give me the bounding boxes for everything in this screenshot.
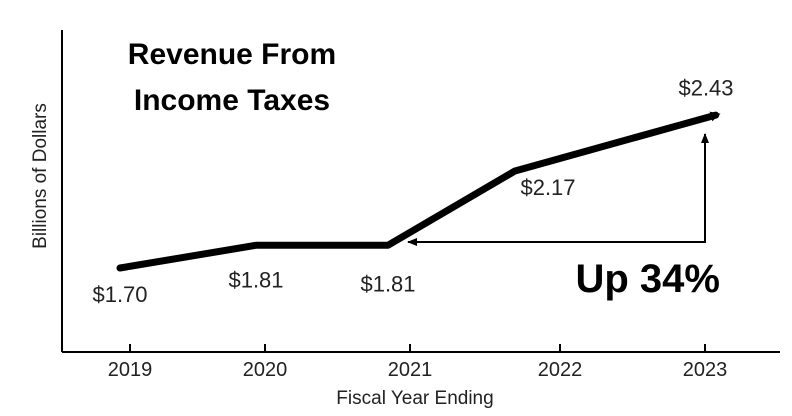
x-tick-label-2023: 2023: [683, 359, 728, 381]
data-label-2019: $1.70: [92, 282, 147, 307]
x-tick-label-2021: 2021: [388, 359, 433, 381]
data-label-2022: $2.17: [520, 175, 575, 200]
data-label-2020: $1.81: [228, 267, 283, 292]
y-axis-title: Billions of Dollars: [30, 103, 51, 249]
callout-bracket: [407, 136, 706, 246]
x-axis-title: Fiscal Year Ending: [336, 388, 493, 409]
x-tick-label-2020: 2020: [243, 359, 288, 381]
chart-title-line-1: Revenue From: [128, 38, 336, 71]
growth-callout: Up 34%: [576, 257, 721, 301]
chart-title-line-2: Income Taxes: [134, 84, 330, 117]
data-label-2023: $2.43: [678, 75, 733, 100]
data-label-2021: $1.81: [360, 271, 415, 296]
x-tick-label-2019: 2019: [108, 359, 153, 381]
x-tick-label-2022: 2022: [538, 359, 583, 381]
series-line: [116, 111, 721, 272]
